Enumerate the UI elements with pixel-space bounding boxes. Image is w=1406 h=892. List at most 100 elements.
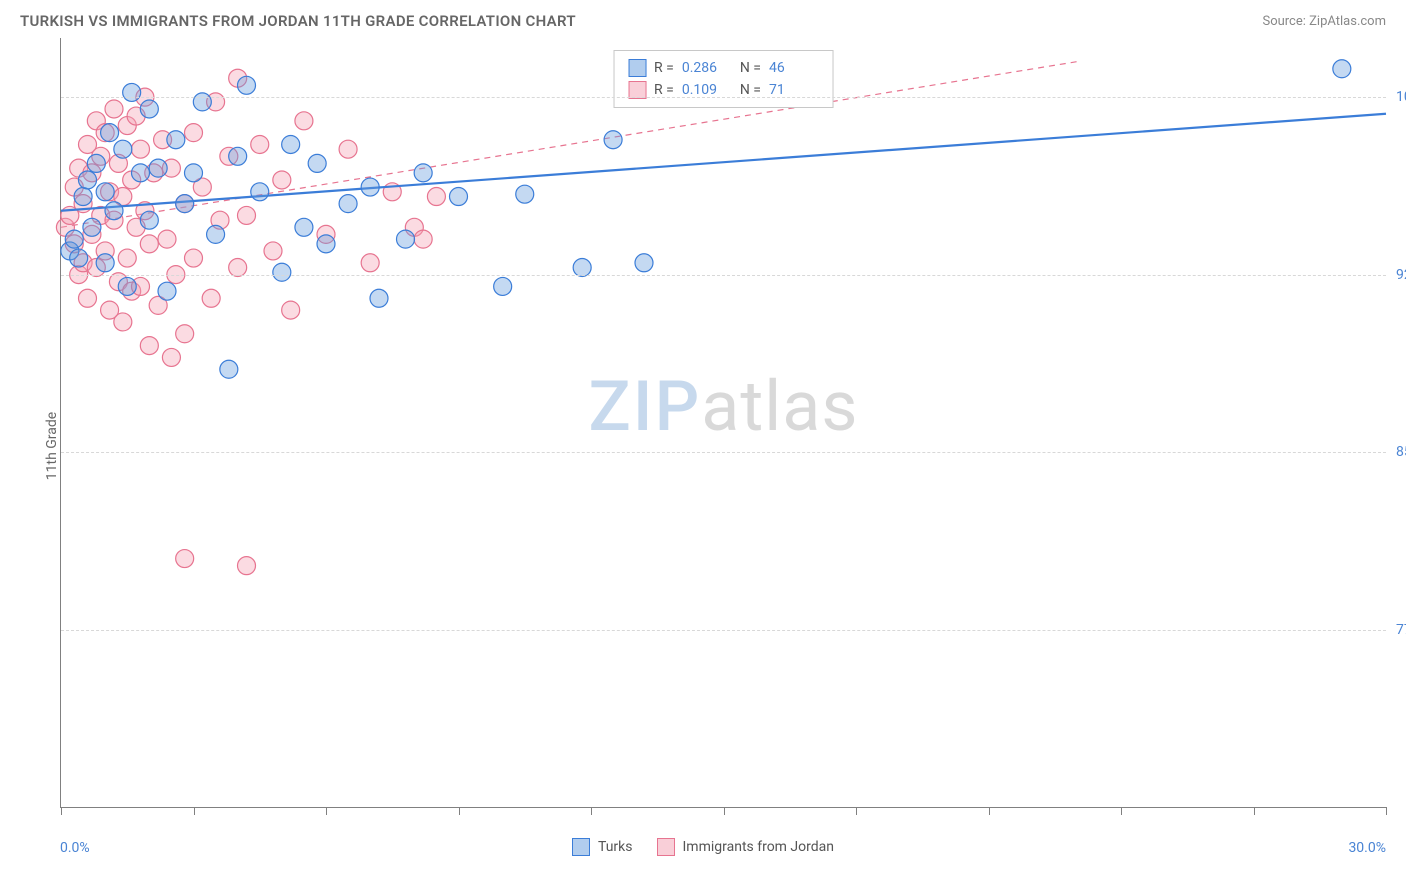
chart-title: TURKISH VS IMMIGRANTS FROM JORDAN 11TH G… [20, 12, 576, 30]
data-point [251, 183, 269, 201]
y-axis-label: 11th Grade [44, 412, 60, 480]
data-point [273, 263, 291, 281]
x-tick [1121, 807, 1122, 815]
data-point [176, 550, 194, 568]
x-tick [1386, 807, 1387, 815]
n-label: N = [740, 82, 761, 98]
swatch-pink-icon [657, 838, 675, 856]
data-point [105, 202, 123, 220]
data-point [494, 277, 512, 295]
legend-row-turks: R = 0.286 N = 46 [628, 57, 819, 79]
n-label: N = [740, 60, 761, 76]
data-point [132, 140, 150, 158]
data-point [370, 289, 388, 307]
data-point [118, 277, 136, 295]
data-point [202, 289, 220, 307]
x-axis-max-label: 30.0% [1348, 840, 1386, 856]
y-tick-label: 92.5% [1396, 267, 1406, 283]
legend-label-jordan: Immigrants from Jordan [683, 839, 835, 855]
legend-item-jordan: Immigrants from Jordan [657, 838, 835, 856]
data-point [176, 325, 194, 343]
data-point [238, 557, 256, 575]
data-point [167, 131, 185, 149]
data-point [185, 164, 203, 182]
legend-item-turks: Turks [572, 838, 633, 856]
data-point [140, 337, 158, 355]
data-point [264, 242, 282, 260]
trend-line [61, 62, 1077, 228]
data-point [317, 235, 335, 253]
data-point [427, 188, 445, 206]
x-tick [459, 807, 460, 815]
data-point [140, 211, 158, 229]
data-point [123, 83, 141, 101]
data-point [251, 135, 269, 153]
data-point [1333, 60, 1351, 78]
data-point [282, 301, 300, 319]
data-point [295, 218, 313, 236]
data-point [83, 218, 101, 236]
r-label: R = [654, 60, 674, 76]
data-point [207, 225, 225, 243]
data-point [114, 140, 132, 158]
r-label: R = [654, 82, 674, 98]
data-point [361, 254, 379, 272]
chart-plot-area: ZIPatlas R = 0.286 N = 46 R = 0.109 N = … [60, 38, 1386, 808]
data-point [397, 230, 415, 248]
data-point [339, 140, 357, 158]
data-point [105, 100, 123, 118]
data-point [185, 249, 203, 267]
x-tick [856, 807, 857, 815]
data-point [162, 348, 180, 366]
n-value-turks: 46 [769, 60, 819, 76]
data-point [238, 206, 256, 224]
data-point [114, 313, 132, 331]
grid-line [61, 275, 1386, 276]
data-point [193, 93, 211, 111]
data-point [604, 131, 622, 149]
data-point [308, 154, 326, 172]
data-point [140, 100, 158, 118]
x-tick [591, 807, 592, 815]
scatter-svg [61, 38, 1386, 807]
data-point [118, 249, 136, 267]
data-point [79, 171, 97, 189]
grid-line [61, 630, 1386, 631]
r-value-jordan: 0.109 [682, 82, 732, 98]
data-point [238, 76, 256, 94]
data-point [132, 164, 150, 182]
data-point [414, 164, 432, 182]
data-point [635, 254, 653, 272]
x-tick [326, 807, 327, 815]
grid-line [61, 452, 1386, 453]
x-tick [1254, 807, 1255, 815]
x-axis-min-label: 0.0% [60, 840, 90, 856]
data-point [273, 171, 291, 189]
r-value-turks: 0.286 [682, 60, 732, 76]
data-point [101, 124, 119, 142]
data-point [185, 124, 203, 142]
grid-line [61, 97, 1386, 98]
data-point [220, 360, 238, 378]
data-point [158, 282, 176, 300]
x-tick [989, 807, 990, 815]
data-point [176, 195, 194, 213]
data-point [516, 185, 534, 203]
correlation-legend-box: R = 0.286 N = 46 R = 0.109 N = 71 [613, 50, 834, 108]
y-tick-label: 85.0% [1396, 444, 1406, 460]
swatch-blue-icon [572, 838, 590, 856]
data-point [361, 178, 379, 196]
data-point [229, 147, 247, 165]
y-tick-label: 100.0% [1396, 89, 1406, 105]
x-tick [61, 807, 62, 815]
data-point [282, 135, 300, 153]
x-tick [194, 807, 195, 815]
data-point [96, 254, 114, 272]
data-point [96, 183, 114, 201]
data-point [295, 112, 313, 130]
y-tick-label: 77.5% [1396, 622, 1406, 638]
data-point [70, 249, 88, 267]
data-point [339, 195, 357, 213]
data-point [414, 230, 432, 248]
data-point [149, 159, 167, 177]
